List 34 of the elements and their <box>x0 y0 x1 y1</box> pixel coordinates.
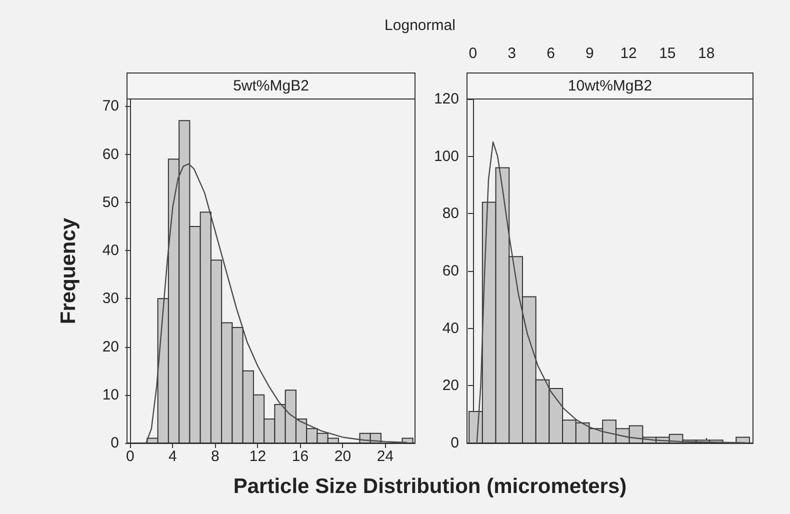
x-tick-label: 8 <box>211 448 220 465</box>
x-tick-label: 24 <box>376 448 394 465</box>
y-tick-label: 80 <box>442 205 459 222</box>
y-tick-label: 20 <box>442 377 459 394</box>
y-axis-title: Frequency <box>57 218 80 324</box>
y-tick-label: 60 <box>442 262 459 280</box>
x-axis-title: Particle Size Distribution (micrometers) <box>233 475 627 499</box>
x-tick-label: 0 <box>468 45 478 62</box>
x-tick-label: 3 <box>508 45 516 62</box>
chart-title: Lognormal <box>384 17 456 34</box>
y-tick-label: 50 <box>102 194 119 211</box>
x-tick-label: 12 <box>620 45 637 62</box>
x-tick-label: 18 <box>698 45 715 62</box>
y-tick-label: 10 <box>102 386 119 404</box>
x-tick-label: 12 <box>249 448 266 465</box>
x-tick-label: 16 <box>292 448 309 465</box>
x-tick-label: 15 <box>659 45 676 62</box>
y-tick-label: 40 <box>442 320 459 337</box>
x-tick-label: 4 <box>168 448 177 465</box>
y-tick-label: 40 <box>102 242 119 260</box>
x-tick-label: 0 <box>126 448 134 465</box>
x-tick-label: 6 <box>546 45 555 62</box>
y-tick-label: 0 <box>450 434 459 452</box>
y-tick-label: 30 <box>102 290 119 308</box>
chart-subtitle: 5wt%MgB2 <box>233 78 309 94</box>
x-tick-label: 9 <box>585 45 594 62</box>
y-tick-label: 0 <box>110 434 119 452</box>
y-tick-label: 60 <box>102 146 119 163</box>
x-tick-label: 20 <box>334 448 352 465</box>
chart-subtitle: 10wt%MgB2 <box>568 78 652 94</box>
y-tick-label: 120 <box>434 90 459 108</box>
y-tick-label: 100 <box>434 148 459 165</box>
y-tick-label: 20 <box>102 338 119 356</box>
y-tick-label: 70 <box>102 98 119 115</box>
